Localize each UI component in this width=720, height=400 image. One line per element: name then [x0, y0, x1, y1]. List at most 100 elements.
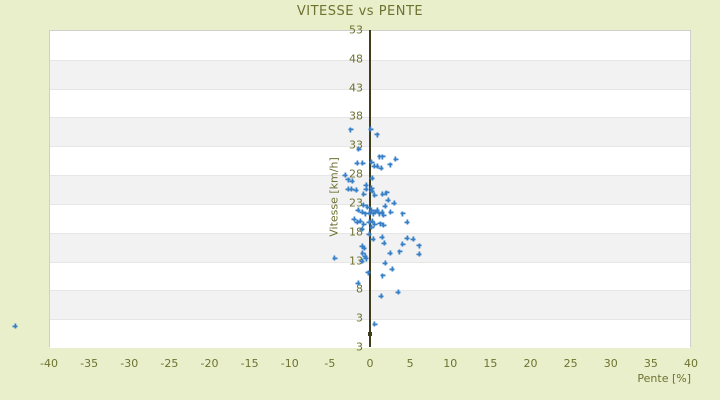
y-axis-title: Vitesse [km/h]: [327, 157, 341, 237]
data-point: [345, 186, 351, 192]
data-point: [351, 216, 357, 222]
data-point: [361, 202, 367, 208]
y-tick-label: 13: [349, 254, 363, 268]
data-point: [416, 251, 422, 257]
chart-title: VITESSE vs PENTE: [296, 4, 424, 19]
data-point: [379, 209, 385, 215]
data-point: [372, 321, 378, 327]
data-point: [391, 200, 397, 206]
x-tick-label: -40: [40, 357, 58, 370]
data-point: [369, 218, 375, 224]
data-point: [400, 211, 406, 217]
x-tick-label: -30: [120, 357, 139, 370]
x-tick-label: -15: [240, 357, 259, 370]
x-tick-label: 5: [406, 357, 414, 370]
x-tick-label: -5: [324, 357, 336, 370]
x-tick-label: 25: [563, 357, 578, 370]
data-point: [366, 219, 372, 225]
x-tick-label: -35: [80, 357, 99, 370]
data-point: [382, 260, 388, 266]
data-point: [380, 191, 386, 197]
x-tick-label: 15: [483, 357, 498, 370]
data-point: [377, 154, 383, 160]
data-point: [374, 207, 380, 213]
data-point: [381, 222, 387, 228]
x-tick-label: 30: [603, 357, 618, 370]
data-point: [400, 241, 406, 247]
y-tick-label: 38: [349, 109, 363, 123]
data-point: [381, 240, 387, 246]
x-tick-label: 40: [684, 357, 698, 370]
data-point: [387, 162, 393, 168]
data-point: [362, 211, 368, 217]
data-point: [370, 236, 376, 242]
data-point: [361, 191, 367, 197]
data-point: [353, 187, 359, 193]
x-tick-label: -20: [200, 357, 219, 370]
data-point: [388, 209, 394, 215]
y-tick-label: 8: [356, 282, 363, 296]
y-tick-label: 48: [349, 52, 363, 66]
data-point: [387, 250, 393, 256]
data-point: [382, 203, 388, 209]
data-point: [360, 250, 366, 256]
data-point: [362, 253, 368, 259]
data-point: [355, 280, 361, 286]
x-tick-label: 35: [643, 357, 658, 370]
data-point: [372, 221, 378, 227]
y-tick-label: 3: [356, 340, 363, 354]
data-point: [348, 127, 354, 133]
data-point: [369, 224, 375, 230]
data-point: [366, 231, 372, 237]
data-point: [369, 188, 375, 194]
data-point: [378, 165, 384, 171]
data-point: [356, 146, 362, 152]
data-point: [385, 197, 391, 203]
y-tick-label: 53: [349, 23, 363, 37]
y-tick-label: 28: [349, 167, 363, 181]
data-point: [332, 255, 338, 261]
x-tick-label: -10: [280, 357, 299, 370]
data-point: [342, 172, 348, 178]
data-point: [369, 185, 375, 191]
data-point: [369, 207, 375, 213]
x-tick-label: 10: [443, 357, 458, 370]
data-point: [371, 163, 377, 169]
data-point: [361, 245, 367, 251]
data-point: [377, 221, 383, 227]
data-point: [380, 273, 386, 279]
data-point: [359, 209, 365, 215]
data-point: [404, 235, 410, 241]
data-point: [365, 204, 371, 210]
data-point: [363, 186, 369, 192]
data-point: [410, 236, 416, 242]
x-axis-title: Pente [%]: [637, 372, 691, 385]
data-point: [416, 243, 422, 249]
data-point: [357, 218, 363, 224]
data-point: [355, 207, 361, 213]
x-tick-label: -25: [160, 357, 179, 370]
data-point: [369, 175, 375, 181]
data-point: [378, 293, 384, 299]
data-point: [359, 258, 365, 264]
data-point: [366, 210, 372, 216]
data-point: [380, 154, 386, 160]
data-point: [345, 177, 351, 183]
data-point: [384, 190, 390, 196]
outlier-data-point: [12, 323, 18, 329]
data-point: [349, 186, 355, 192]
data-point: [365, 270, 371, 276]
data-point: [372, 192, 378, 198]
axis-origin-marker: [368, 332, 372, 336]
data-point: [359, 226, 365, 232]
data-point: [395, 289, 401, 295]
x-tick-label: 20: [523, 357, 538, 370]
data-point: [361, 221, 367, 227]
y-tick-label: 3: [356, 311, 363, 325]
data-point: [389, 266, 395, 272]
data-point: [374, 132, 380, 138]
data-point: [354, 160, 360, 166]
data-point: [363, 256, 369, 262]
data-point: [360, 160, 366, 166]
